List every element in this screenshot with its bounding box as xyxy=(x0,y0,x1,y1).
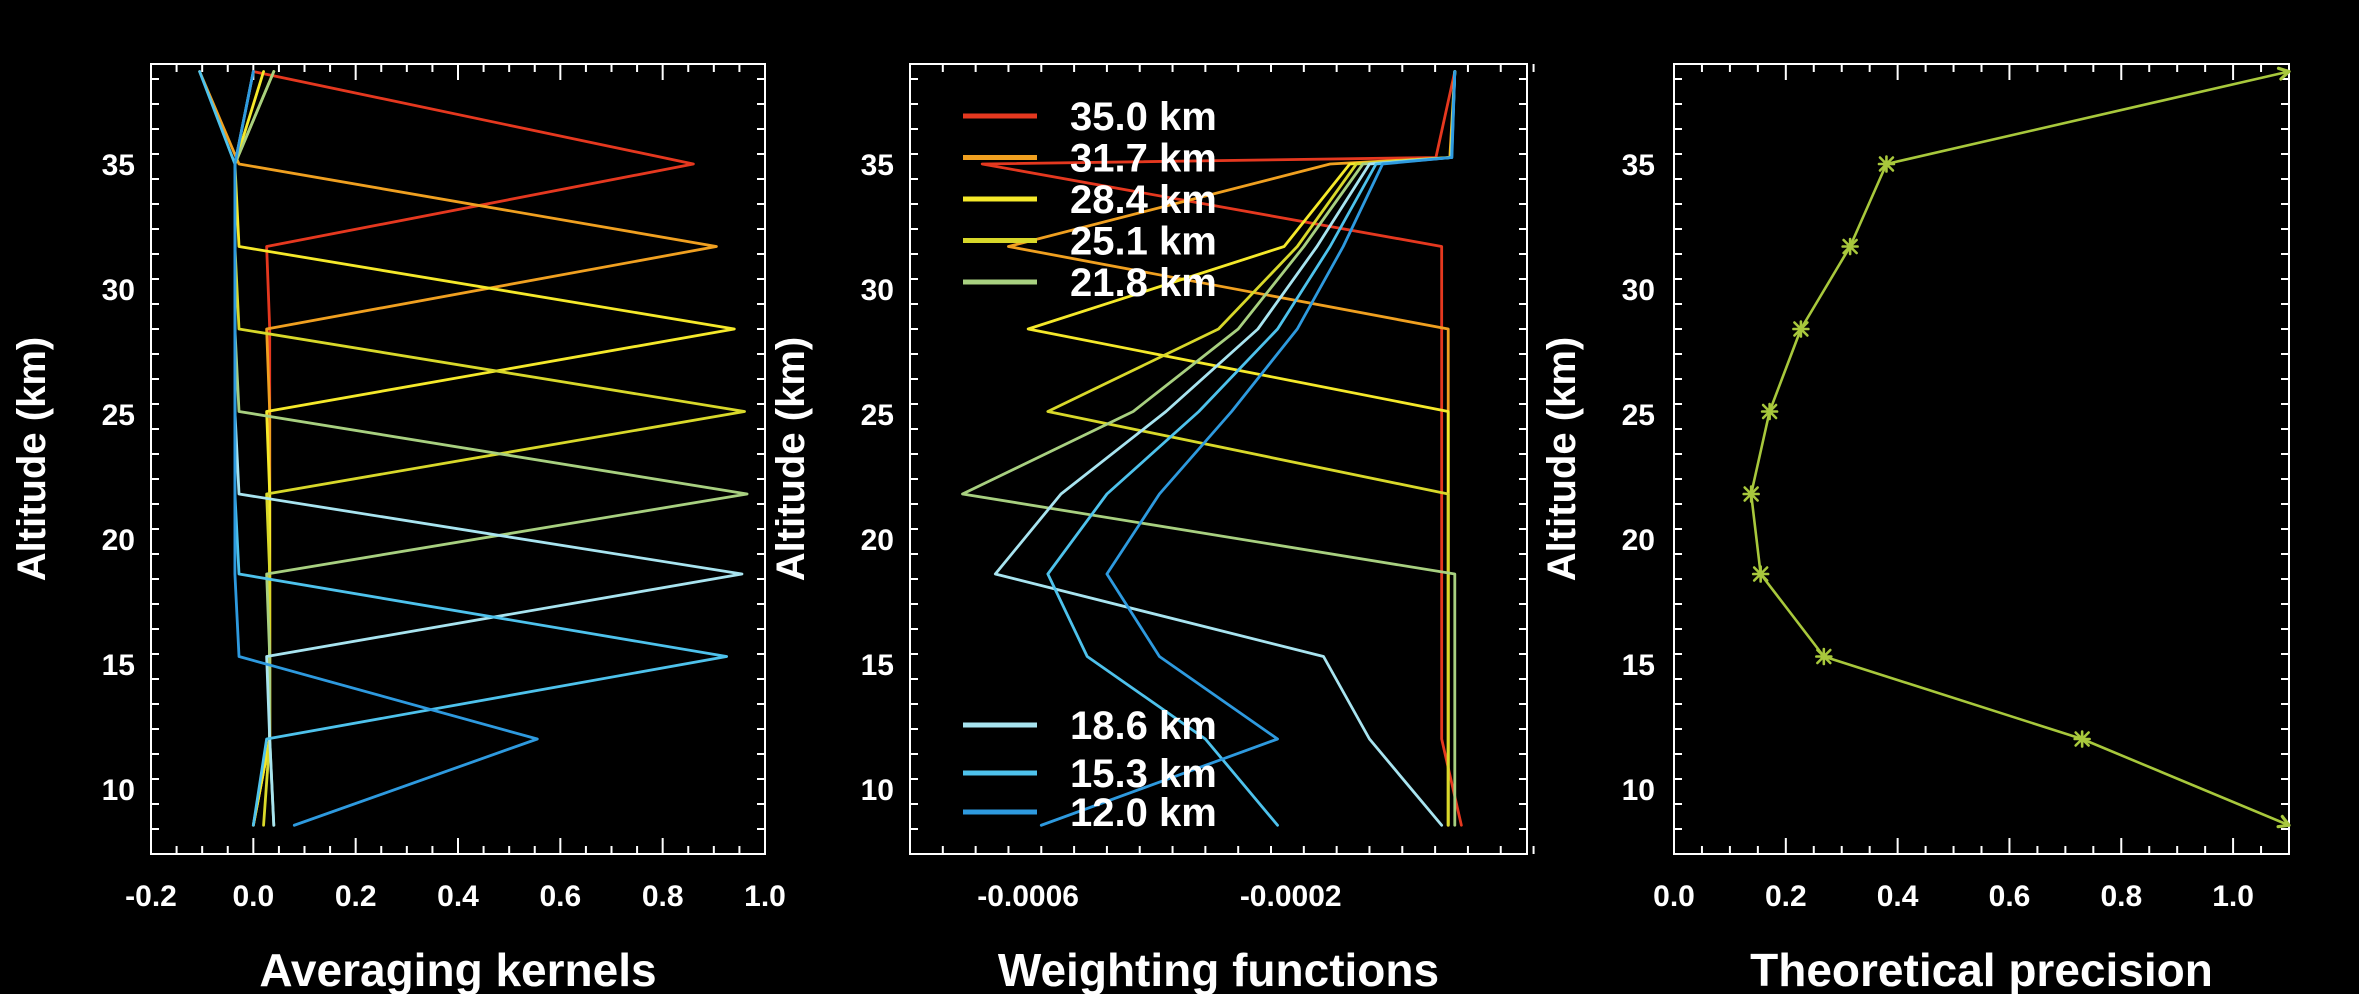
svg-text:18.6 km: 18.6 km xyxy=(1070,704,1217,748)
svg-text:15: 15 xyxy=(1622,649,1655,682)
svg-text:-0.0006: -0.0006 xyxy=(977,880,1079,913)
svg-text:-0.0002: -0.0002 xyxy=(1240,880,1342,913)
svg-text:25: 25 xyxy=(861,399,894,432)
svg-text:Weighting functions: Weighting functions xyxy=(998,944,1439,994)
svg-text:Theoretical precision: Theoretical precision xyxy=(1750,944,2213,994)
svg-text:0.6: 0.6 xyxy=(1989,880,2031,913)
svg-text:0.4: 0.4 xyxy=(437,880,479,913)
svg-text:35.0 km: 35.0 km xyxy=(1070,95,1217,139)
svg-text:1.0: 1.0 xyxy=(744,880,786,913)
svg-text:Altitude (km): Altitude (km) xyxy=(10,337,54,581)
svg-text:12.0 km: 12.0 km xyxy=(1070,791,1217,835)
svg-text:10: 10 xyxy=(1622,774,1655,807)
svg-text:25.1 km: 25.1 km xyxy=(1070,220,1217,264)
svg-text:20: 20 xyxy=(102,524,135,557)
svg-text:15: 15 xyxy=(861,649,894,682)
svg-text:20: 20 xyxy=(861,524,894,557)
svg-text:1.0: 1.0 xyxy=(2212,880,2254,913)
svg-text:0.2: 0.2 xyxy=(335,880,377,913)
svg-text:35: 35 xyxy=(102,149,135,182)
svg-text:Altitude (km): Altitude (km) xyxy=(769,337,813,581)
svg-text:25: 25 xyxy=(102,399,135,432)
svg-text:35: 35 xyxy=(861,149,894,182)
svg-text:0.4: 0.4 xyxy=(1877,880,1919,913)
svg-text:21.8 km: 21.8 km xyxy=(1070,261,1217,305)
svg-text:0.8: 0.8 xyxy=(2100,880,2142,913)
svg-text:35: 35 xyxy=(1622,149,1655,182)
svg-text:15.3 km: 15.3 km xyxy=(1070,752,1217,796)
svg-text:0.6: 0.6 xyxy=(539,880,581,913)
svg-text:0.0: 0.0 xyxy=(1653,880,1695,913)
svg-text:20: 20 xyxy=(1622,524,1655,557)
svg-text:10: 10 xyxy=(102,774,135,807)
svg-text:10: 10 xyxy=(861,774,894,807)
svg-text:30: 30 xyxy=(1622,274,1655,307)
svg-text:28.4 km: 28.4 km xyxy=(1070,178,1217,222)
svg-text:0.2: 0.2 xyxy=(1765,880,1807,913)
svg-text:31.7 km: 31.7 km xyxy=(1070,137,1217,181)
svg-text:30: 30 xyxy=(861,274,894,307)
svg-text:Averaging kernels: Averaging kernels xyxy=(259,944,656,994)
svg-text:25: 25 xyxy=(1622,399,1655,432)
svg-text:0.0: 0.0 xyxy=(232,880,274,913)
svg-text:0.8: 0.8 xyxy=(642,880,684,913)
svg-text:Altitude (km): Altitude (km) xyxy=(1540,337,1584,581)
svg-text:-0.2: -0.2 xyxy=(125,880,177,913)
svg-text:30: 30 xyxy=(102,274,135,307)
svg-text:15: 15 xyxy=(102,649,135,682)
